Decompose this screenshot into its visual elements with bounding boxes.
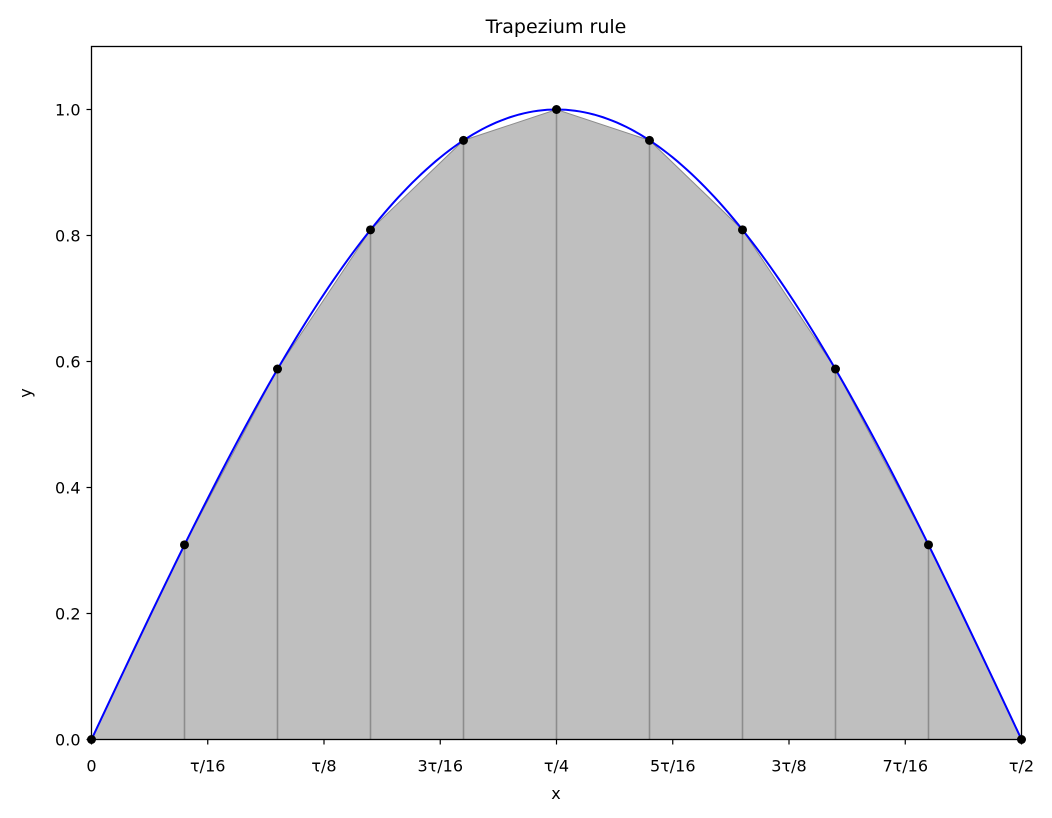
y-tick-label: 0.6 <box>55 353 80 372</box>
sample-point <box>366 225 375 235</box>
sample-point <box>645 135 654 145</box>
x-tick-label: 3τ/16 <box>417 757 463 776</box>
sample-point <box>831 364 840 374</box>
y-tick-label: 0.2 <box>55 605 80 624</box>
plot-frame <box>90 45 1023 741</box>
x-tick-label: 5τ/16 <box>650 757 696 776</box>
sample-point <box>180 540 189 550</box>
plot-area <box>87 105 1026 744</box>
x-tick-label: τ/16 <box>190 757 225 776</box>
y-tick-label: 0.8 <box>55 227 80 246</box>
chart-title: Trapezium rule <box>485 16 627 38</box>
x-tick-label: 7τ/16 <box>882 757 928 776</box>
sample-point <box>273 364 282 374</box>
y-axis-ticks: 0.0 0.2 0.4 0.6 0.8 1.0 <box>55 101 92 750</box>
sample-point <box>459 135 468 145</box>
x-tick-label: τ/8 <box>311 757 336 776</box>
x-tick-label: τ/4 <box>544 757 569 776</box>
sample-point <box>924 540 933 550</box>
x-tick-label: 0 <box>86 757 96 776</box>
y-axis-label: y <box>16 388 35 397</box>
sample-point <box>552 105 561 114</box>
y-tick-label: 0.4 <box>55 479 80 498</box>
x-tick-label: 3τ/8 <box>771 757 806 776</box>
x-axis-ticks: 0 τ/16 τ/8 3τ/16 τ/4 5τ/16 3τ/8 7τ/16 τ/2 <box>86 739 1034 776</box>
sample-point <box>738 225 747 235</box>
y-tick-label: 0.0 <box>55 731 80 750</box>
y-tick-label: 1.0 <box>55 101 80 120</box>
x-tick-label: τ/2 <box>1009 757 1034 776</box>
x-axis-label: x <box>551 784 560 803</box>
